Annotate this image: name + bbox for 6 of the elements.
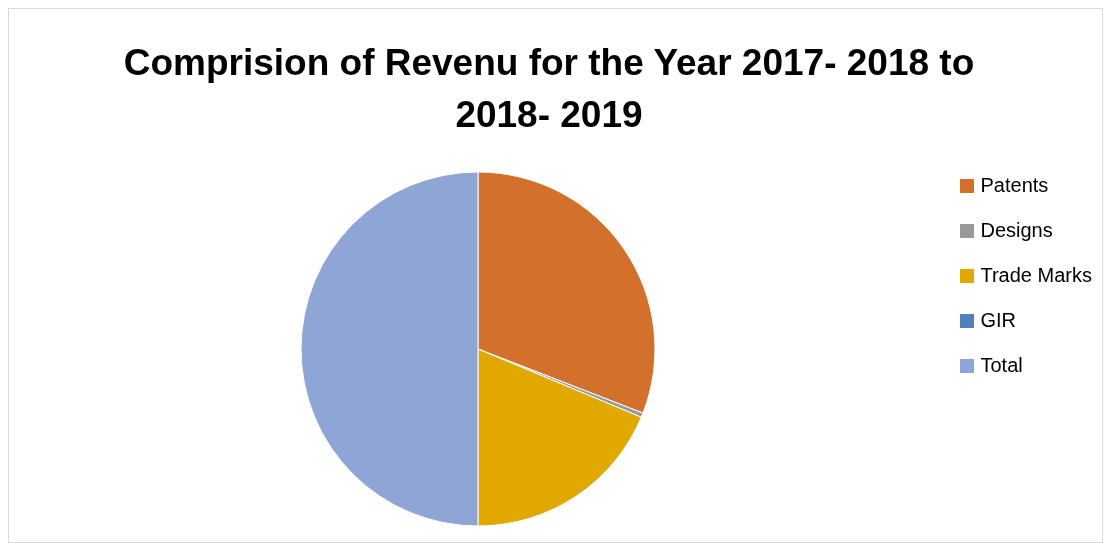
legend-label: Designs (980, 219, 1053, 242)
legend-label: Total (980, 354, 1023, 377)
legend-label: Patents (980, 174, 1049, 197)
chart-title: Comprision of Revenu for the Year 2017- 2018 to 2018- 2019 (122, 41, 976, 137)
legend-label: Trade Marks (980, 264, 1092, 287)
legend-label: GIR (980, 309, 1017, 332)
